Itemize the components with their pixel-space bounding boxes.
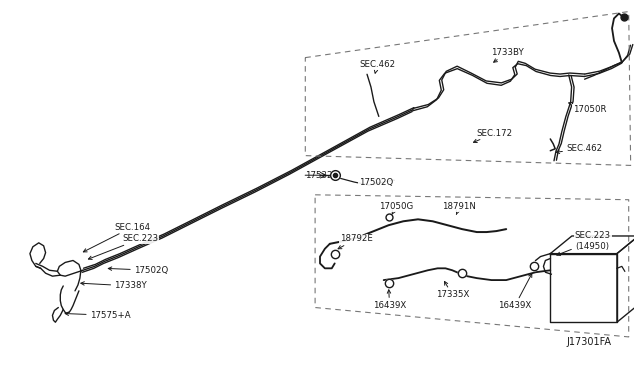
Text: 1733BY: 1733BY	[490, 48, 524, 62]
Text: 17050R: 17050R	[569, 102, 606, 114]
Text: SEC.164: SEC.164	[83, 223, 150, 252]
Text: 18791N: 18791N	[442, 202, 476, 215]
Text: 17338Y: 17338Y	[81, 282, 147, 291]
Text: 16439X: 16439X	[373, 290, 406, 310]
Text: 17335X: 17335X	[436, 282, 469, 299]
Text: 16439X: 16439X	[499, 274, 532, 310]
Text: 17502Q: 17502Q	[359, 177, 394, 187]
Text: 18792E: 18792E	[338, 234, 372, 249]
Text: SEC.223: SEC.223	[88, 234, 158, 259]
Text: SEC.462: SEC.462	[556, 144, 602, 154]
Text: SEC.172: SEC.172	[474, 129, 513, 142]
Text: 17502Q: 17502Q	[108, 266, 168, 275]
Text: SEC.462: SEC.462	[359, 60, 396, 73]
Text: J17301FA: J17301FA	[567, 337, 612, 347]
Text: 17532M: 17532M	[305, 171, 340, 180]
Text: SEC.223
(14950): SEC.223 (14950)	[557, 231, 611, 256]
Text: 17050G: 17050G	[379, 202, 413, 215]
Text: 17575+A: 17575+A	[65, 311, 131, 320]
